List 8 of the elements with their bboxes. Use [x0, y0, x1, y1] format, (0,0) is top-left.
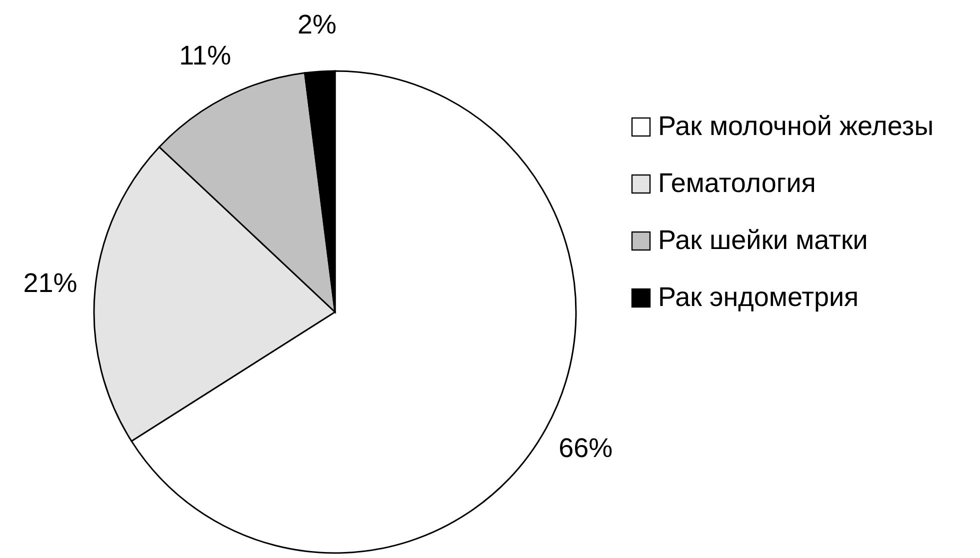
- data-label: 21%: [23, 268, 78, 298]
- data-label: 11%: [179, 40, 232, 70]
- legend-label: Рак шейки матки: [658, 225, 868, 256]
- legend-label: Гематология: [658, 168, 816, 198]
- data-label: 2%: [298, 10, 337, 40]
- data-label: 66%: [558, 432, 613, 463]
- legend-label: Рак молочной железы: [658, 111, 934, 142]
- legend-label: Рак эндометрия: [658, 282, 859, 312]
